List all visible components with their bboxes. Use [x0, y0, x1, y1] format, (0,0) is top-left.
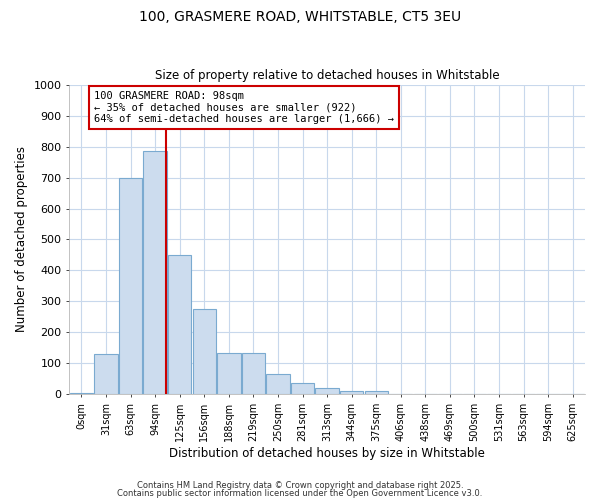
Bar	[340, 392, 364, 394]
Text: 100 GRASMERE ROAD: 98sqm
← 35% of detached houses are smaller (922)
64% of semi-: 100 GRASMERE ROAD: 98sqm ← 35% of detach…	[94, 91, 394, 124]
Text: Contains public sector information licensed under the Open Government Licence v3: Contains public sector information licen…	[118, 488, 482, 498]
Bar	[70, 393, 93, 394]
Bar	[94, 354, 118, 395]
Bar	[316, 388, 339, 394]
Bar	[365, 390, 388, 394]
Bar	[217, 353, 241, 395]
Bar	[193, 309, 216, 394]
Text: Contains HM Land Registry data © Crown copyright and database right 2025.: Contains HM Land Registry data © Crown c…	[137, 481, 463, 490]
Bar	[291, 382, 314, 394]
Title: Size of property relative to detached houses in Whitstable: Size of property relative to detached ho…	[155, 69, 499, 82]
Bar	[143, 151, 167, 394]
X-axis label: Distribution of detached houses by size in Whitstable: Distribution of detached houses by size …	[169, 447, 485, 460]
Bar	[266, 374, 290, 394]
Bar	[119, 178, 142, 394]
Bar	[242, 353, 265, 395]
Text: 100, GRASMERE ROAD, WHITSTABLE, CT5 3EU: 100, GRASMERE ROAD, WHITSTABLE, CT5 3EU	[139, 10, 461, 24]
Bar	[168, 255, 191, 394]
Y-axis label: Number of detached properties: Number of detached properties	[15, 146, 28, 332]
